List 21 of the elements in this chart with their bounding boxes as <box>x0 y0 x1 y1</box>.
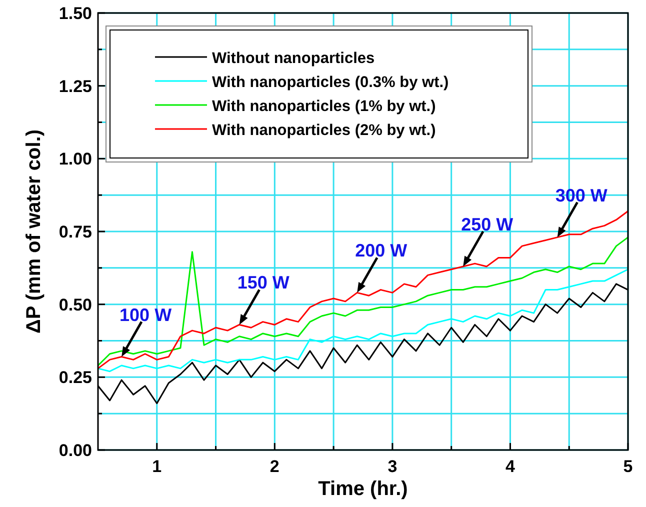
y-tick-label: 1.00 <box>58 150 92 169</box>
legend-label: With nanoparticles (0.3% by wt.) <box>212 74 449 91</box>
x-tick-label: 3 <box>388 457 398 476</box>
line-series <box>97 268 629 372</box>
x-axis-title: Time (hr.) <box>318 478 408 500</box>
y-tick-label: 0.25 <box>58 368 92 388</box>
y-tick-label: 1.25 <box>58 76 92 96</box>
legend-label: With nanoparticles (1% by wt.) <box>212 98 436 115</box>
y-axis-title: ΔP (mm of water col.) <box>23 129 45 334</box>
x-tick-label: 2 <box>270 457 280 476</box>
legend-label: With nanoparticles (2% by wt.) <box>212 122 436 139</box>
y-tick-label: 0.00 <box>58 441 92 460</box>
y-tick-label: 1.50 <box>58 4 92 23</box>
line-series <box>97 210 629 370</box>
y-tick-label: 0.75 <box>58 222 92 242</box>
x-tick-label: 1 <box>152 457 162 476</box>
y-tick-label: 0.50 <box>58 295 92 314</box>
legend-label: Without nanoparticles <box>212 50 375 67</box>
line-series <box>97 236 629 366</box>
x-tick-label: 4 <box>505 457 516 476</box>
x-tick-label: 5 <box>623 457 633 476</box>
